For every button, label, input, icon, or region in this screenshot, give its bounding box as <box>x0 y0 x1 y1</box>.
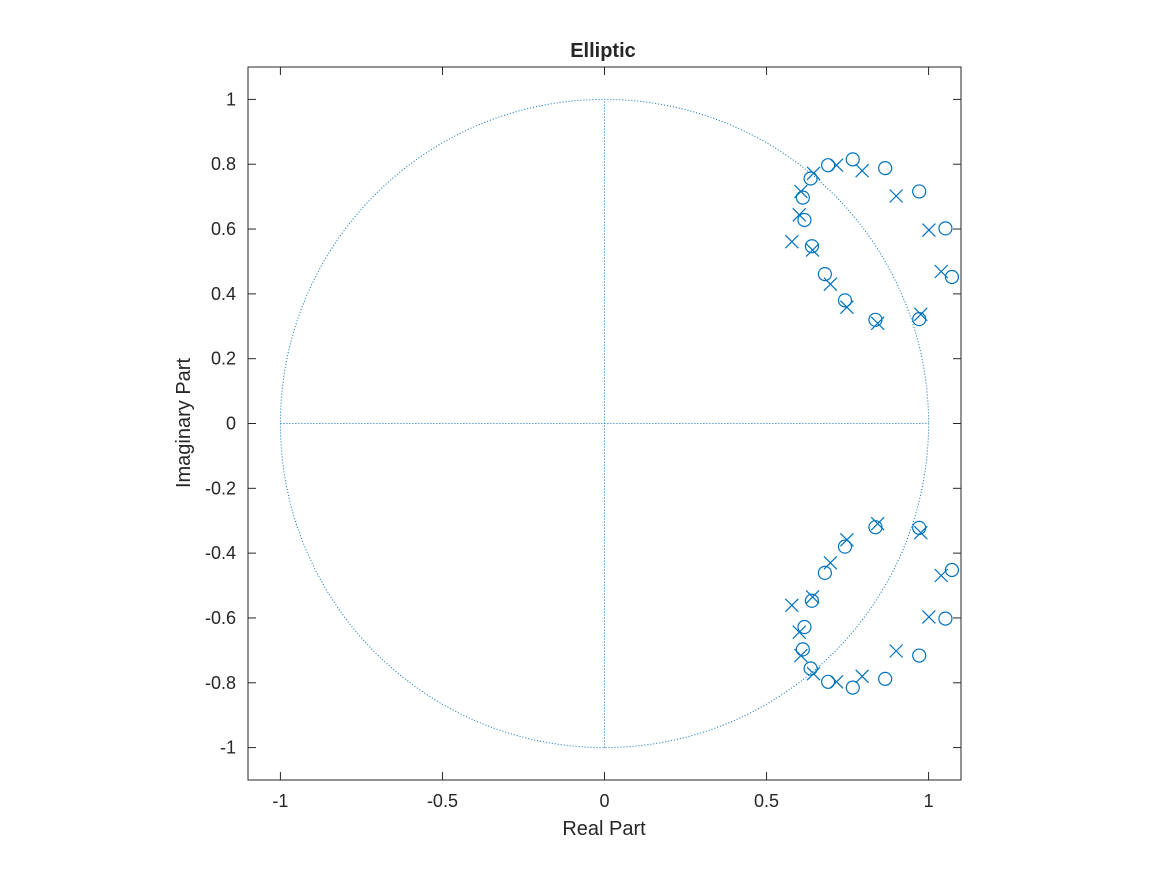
y-tick-label: 0.6 <box>211 219 236 239</box>
pole-marker <box>870 316 885 331</box>
zero-marker <box>821 674 836 689</box>
pole-marker <box>921 610 936 624</box>
pole-marker <box>855 163 870 178</box>
pole-marker <box>829 674 844 689</box>
zero-marker <box>837 293 853 308</box>
x-tick-label: -0.5 <box>427 791 458 811</box>
y-tick-label: 1 <box>226 89 236 109</box>
zero-marker <box>804 239 820 254</box>
zero-marker <box>817 266 832 282</box>
axis-ticks <box>248 67 961 780</box>
pole-marker <box>806 166 821 181</box>
zero-marker <box>878 161 893 176</box>
x-tick-label: -1 <box>272 791 288 811</box>
y-tick-label: 0.4 <box>211 284 236 304</box>
zero-marker <box>912 648 927 663</box>
zero-marker <box>878 671 893 686</box>
zero-marker <box>803 661 818 676</box>
pole-marker <box>792 207 807 222</box>
y-tick-label: 0.8 <box>211 154 236 174</box>
x-tick-label: 0 <box>599 791 609 811</box>
pole-marker <box>913 525 928 540</box>
pole-marker <box>793 184 808 199</box>
zero-marker <box>795 642 810 657</box>
y-tick-label: -0.6 <box>205 608 236 628</box>
zero-marker <box>912 184 927 199</box>
zero-marker <box>944 562 960 578</box>
zero-marker <box>797 212 812 228</box>
pole-marker <box>792 625 807 640</box>
y-tick-label: -0.2 <box>205 478 236 498</box>
zero-marker <box>821 158 836 173</box>
pole-marker <box>784 234 799 249</box>
zero-marker <box>795 190 810 205</box>
zero-marker <box>938 221 953 236</box>
pole-marker <box>793 648 808 663</box>
y-tick-label: -1 <box>220 738 236 758</box>
zero-marker <box>804 593 820 608</box>
pole-marker <box>823 555 838 570</box>
reference-lines <box>279 98 930 749</box>
pole-marker <box>805 589 820 604</box>
pole-marker <box>870 516 885 531</box>
zero-marker <box>944 269 960 285</box>
y-tick-label: -0.8 <box>205 673 236 693</box>
x-tick-label: 0.5 <box>754 791 779 811</box>
pole-marker <box>839 532 854 547</box>
pole-marker <box>889 189 904 203</box>
zero-marker <box>938 611 953 626</box>
axis-tick-labels: -1 -0.5 0 0.5 1 -1 -0.8 -0.6 -0.4 -0.2 0 0.2 0.4 0.6 0… <box>205 89 934 811</box>
pole-marker <box>805 243 820 258</box>
zero-marker <box>803 171 818 186</box>
pole-marker <box>839 300 854 315</box>
pole-marker <box>823 277 838 292</box>
pole-marker <box>934 264 949 279</box>
pole-marker <box>913 307 928 322</box>
zero-marker <box>837 539 853 554</box>
chart-title: Elliptic <box>570 40 636 62</box>
x-tick-label: 1 <box>924 791 934 811</box>
zero-marker <box>817 565 832 581</box>
pole-marker <box>889 644 904 658</box>
pole-marker <box>829 158 844 173</box>
y-tick-label: -0.4 <box>205 543 236 563</box>
data-markers <box>784 152 960 695</box>
y-axis-label: Imaginary Part <box>173 358 195 488</box>
pole-marker <box>806 666 821 681</box>
y-tick-label: 0 <box>226 414 236 434</box>
pole-marker <box>921 223 936 237</box>
pole-marker <box>855 669 870 684</box>
y-tick-label: 0.2 <box>211 349 236 369</box>
zero-marker <box>845 152 860 167</box>
zero-marker <box>845 680 860 695</box>
pole-marker <box>784 598 799 613</box>
pole-marker <box>934 568 949 583</box>
zero-marker <box>797 619 812 635</box>
x-axis-label: Real Part <box>562 818 646 840</box>
